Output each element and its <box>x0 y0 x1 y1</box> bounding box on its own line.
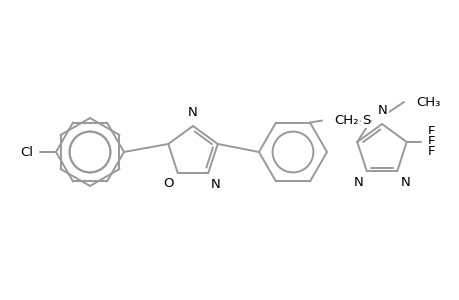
Text: F: F <box>427 125 434 139</box>
Text: O: O <box>163 177 174 190</box>
Text: S: S <box>361 114 369 127</box>
Text: N: N <box>210 178 219 191</box>
Text: N: N <box>399 176 409 189</box>
Text: N: N <box>188 106 197 119</box>
Text: F: F <box>427 136 434 148</box>
Text: N: N <box>353 176 363 189</box>
Text: CH₃: CH₃ <box>415 95 439 109</box>
Text: N: N <box>377 104 387 117</box>
Text: CH₂: CH₂ <box>333 114 358 127</box>
Text: Cl: Cl <box>20 146 33 158</box>
Text: F: F <box>427 146 434 158</box>
